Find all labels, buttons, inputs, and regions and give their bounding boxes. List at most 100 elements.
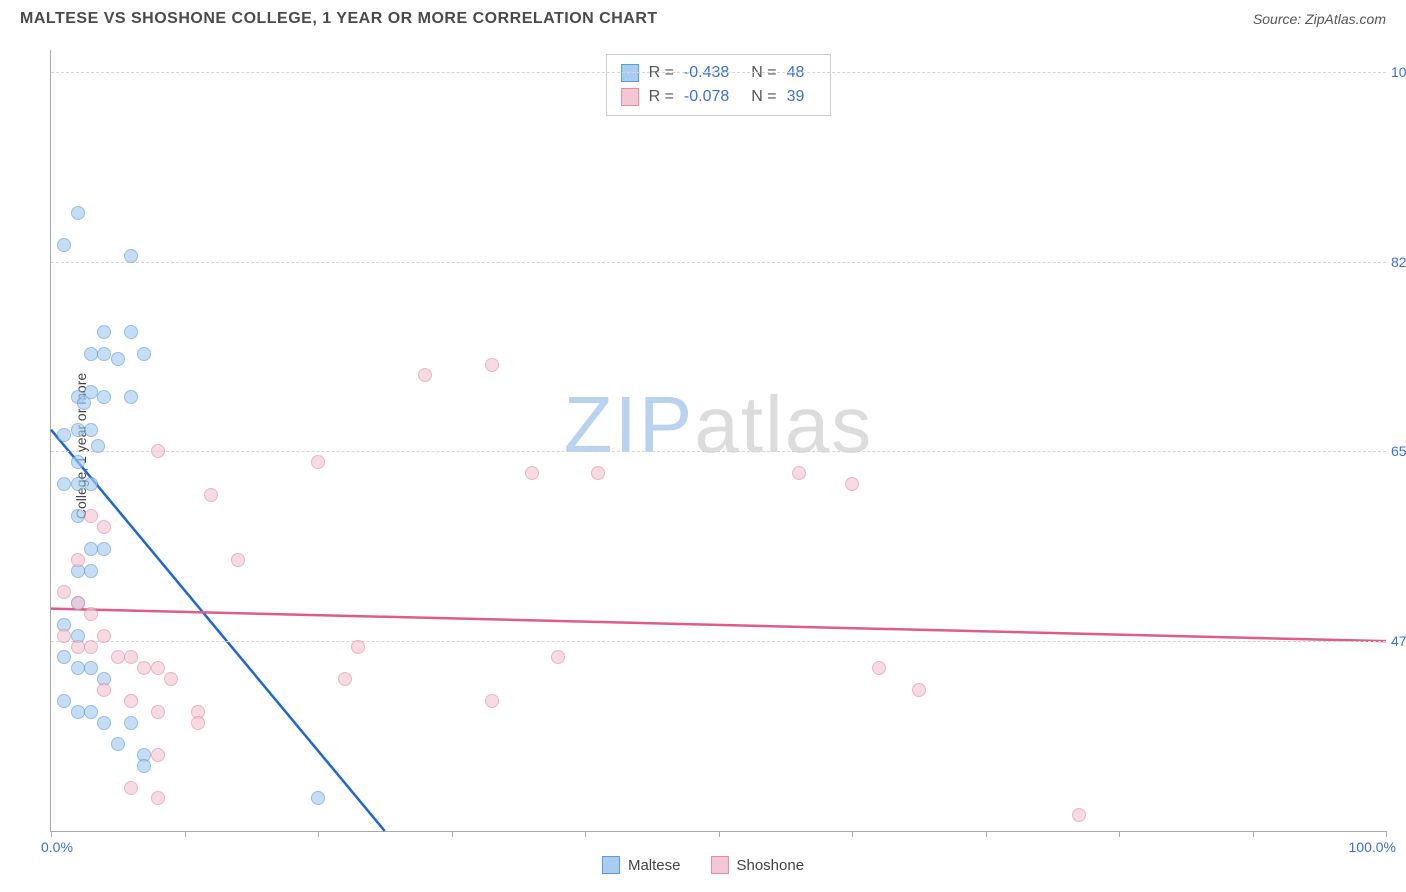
data-point [57,477,71,491]
y-tick-label: 47.5% [1391,633,1406,649]
data-point [191,716,205,730]
data-point [485,694,499,708]
legend-item: Shoshone [710,856,804,874]
data-point [97,390,111,404]
legend-label: Shoshone [736,857,804,874]
data-point [91,439,105,453]
x-tick [1119,831,1120,837]
data-point [84,347,98,361]
data-point [164,672,178,686]
data-point [111,650,125,664]
data-point [71,705,85,719]
data-point [792,466,806,480]
data-point [84,607,98,621]
data-point [97,325,111,339]
x-tick [318,831,319,837]
data-point [97,629,111,643]
chart-title: MALTESE VS SHOSHONE COLLEGE, 1 YEAR OR M… [20,10,658,28]
data-point [1072,808,1086,822]
n-value: 48 [787,61,805,85]
data-point [77,396,91,410]
series-legend: Maltese Shoshone [602,856,804,874]
data-point [151,791,165,805]
data-point [57,585,71,599]
legend-swatch [710,856,728,874]
legend-row: R = -0.438 N = 48 [621,61,817,85]
data-point [338,672,352,686]
n-label: N = [751,61,776,85]
data-point [204,488,218,502]
x-tick [452,831,453,837]
data-point [311,791,325,805]
legend-swatch [602,856,620,874]
source-label: Source: ZipAtlas.com [1253,11,1386,27]
y-tick-label: 65.0% [1391,443,1406,459]
data-point [71,509,85,523]
data-point [137,759,151,773]
data-point [71,553,85,567]
data-point [912,683,926,697]
x-tick [719,831,720,837]
data-point [418,368,432,382]
gridline [51,641,1386,642]
data-point [591,466,605,480]
data-point [124,716,138,730]
n-label: N = [751,85,776,109]
r-label: R = [649,85,674,109]
data-point [151,444,165,458]
data-point [57,238,71,252]
data-point [551,650,565,664]
legend-item: Maltese [602,856,681,874]
data-point [84,640,98,654]
chart-plot-area: ZIPatlas R =-0.438N =48R =-0.078N =39 0.… [50,50,1386,832]
data-point [124,390,138,404]
data-point [97,683,111,697]
x-tick [1386,831,1387,837]
data-point [97,520,111,534]
x-axis-min-label: 0.0% [41,839,73,855]
legend-swatch [621,88,639,106]
data-point [151,661,165,675]
n-value: 39 [787,85,805,109]
data-point [124,694,138,708]
data-point [124,325,138,339]
data-point [84,509,98,523]
data-point [137,661,151,675]
data-point [71,640,85,654]
watermark: ZIPatlas [564,379,873,471]
data-point [84,661,98,675]
data-point [84,542,98,556]
data-point [525,466,539,480]
r-label: R = [649,61,674,85]
data-point [84,564,98,578]
data-point [97,542,111,556]
r-value: -0.078 [684,85,729,109]
correlation-legend: R = -0.438 N = 48 R = -0.078 N = 39 [606,54,832,116]
data-point [84,477,98,491]
data-point [57,629,71,643]
data-point [57,428,71,442]
legend-swatch [621,64,639,82]
legend-label: Maltese [628,857,681,874]
data-point [124,650,138,664]
data-point [872,661,886,675]
gridline [51,72,1386,73]
data-point [71,423,85,437]
r-value: -0.438 [684,61,729,85]
gridline [51,262,1386,263]
data-point [124,249,138,263]
trend-line [51,609,1386,642]
data-point [111,352,125,366]
data-point [111,737,125,751]
data-point [71,206,85,220]
gridline [51,451,1386,452]
data-point [151,705,165,719]
x-tick [1253,831,1254,837]
x-tick [986,831,987,837]
data-point [845,477,859,491]
y-tick-label: 82.5% [1391,254,1406,270]
y-tick-label: 100.0% [1391,64,1406,80]
data-point [311,455,325,469]
data-point [124,781,138,795]
data-point [231,553,245,567]
